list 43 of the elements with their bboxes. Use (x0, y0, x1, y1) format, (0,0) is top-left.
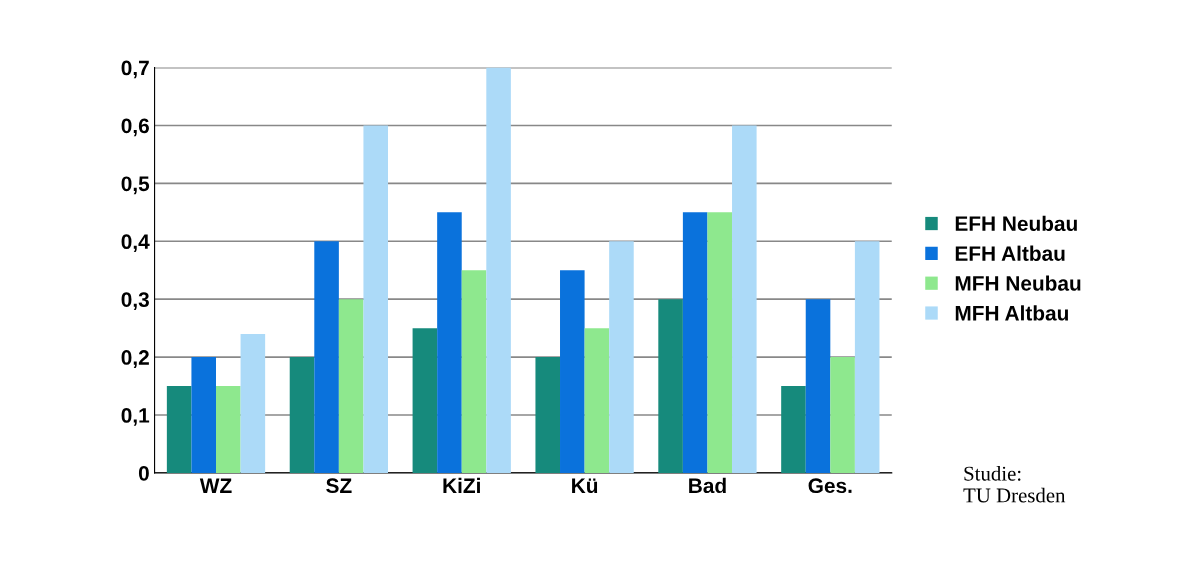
bar (707, 212, 733, 473)
x-tick-label: KiZi (443, 477, 480, 493)
x-tick-label: Kü (572, 478, 598, 494)
bar (461, 270, 487, 473)
bar (486, 67, 511, 473)
bar (289, 357, 315, 473)
bar (314, 241, 339, 473)
bar (830, 357, 855, 473)
bar (363, 125, 389, 473)
bar (609, 241, 634, 473)
y-tick-label: 0,6 (121, 118, 149, 137)
bar (412, 328, 438, 473)
bar (240, 333, 266, 473)
y-tick-label: 0,5 (121, 176, 150, 195)
y-tick-label: 0 (138, 465, 149, 481)
bar (781, 386, 806, 473)
bar (805, 299, 831, 473)
x-tick-label: SZ (326, 478, 352, 494)
legend-label: MFH Altbau (955, 305, 1068, 321)
bar (535, 357, 561, 473)
text: Studie: TU Dresden (963, 466, 1066, 503)
bar (560, 270, 585, 473)
bar (584, 328, 610, 473)
y-tick-label: 0,1 (121, 408, 150, 426)
bar (166, 386, 192, 473)
bar (437, 212, 462, 473)
bar (216, 386, 241, 473)
y-tick-label: 0,4 (121, 234, 150, 253)
bar (854, 241, 880, 473)
bar (682, 212, 708, 473)
bar (732, 125, 757, 473)
bar (191, 357, 216, 473)
y-tick-label: 0,7 (121, 60, 149, 79)
x-tick-label: WZ (199, 478, 232, 493)
bar (338, 299, 364, 473)
legend-label: EFH Neubau (955, 215, 1077, 232)
x-tick-label: Bad (689, 477, 726, 494)
y-tick-label: 0,2 (121, 350, 149, 368)
x-tick-label: Ges. (808, 478, 852, 494)
legend-label: MFH Neubau (955, 275, 1081, 291)
bar (658, 299, 683, 473)
y-tick-label: 0,3 (121, 292, 149, 310)
legend-label: EFH Altbau (955, 245, 1065, 261)
